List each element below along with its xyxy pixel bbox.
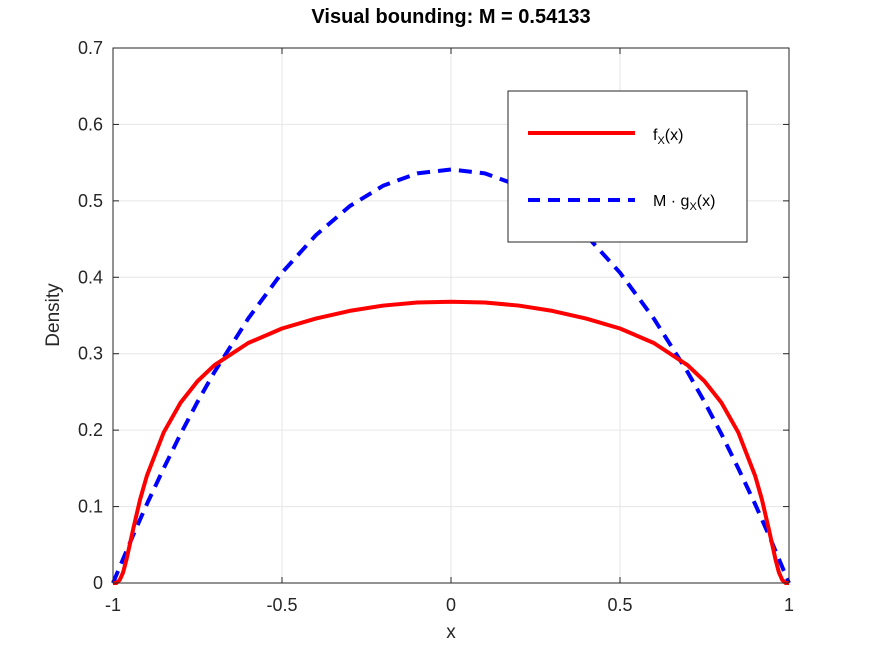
plot-lines (111, 167, 791, 585)
x-axis-label: x (446, 622, 456, 643)
y-tick-label: 0.6 (78, 114, 103, 134)
y-tick-label: 0.1 (78, 497, 103, 517)
legend-label-mg: M · gX(x) (653, 193, 715, 213)
x-tick-label: 1 (784, 595, 794, 615)
y-tick-label: 0.5 (78, 191, 103, 211)
series-line-1 (111, 167, 791, 584)
series-line-0 (112, 299, 790, 585)
y-tick-label: 0.4 (78, 267, 103, 287)
ticks: -1 -0.5 0 0.5 1 0 0.1 0.2 0.3 0.4 0.5 0.6 0.7 (78, 38, 794, 615)
y-tick-label: 0 (93, 573, 103, 593)
x-tick-label: -1 (105, 595, 121, 615)
y-tick-label: 0.7 (78, 38, 103, 58)
y-tick-label: 0.2 (78, 420, 103, 440)
legend: fX(x) M · gX(x) (507, 90, 748, 243)
legend-box (507, 90, 748, 243)
y-tick-label: 0.3 (78, 344, 103, 364)
legend-label-f: fX(x) (653, 127, 683, 147)
y-axis-label: Density (43, 283, 64, 347)
x-tick-label: 0 (446, 595, 456, 615)
x-tick-label: -0.5 (266, 595, 297, 615)
chart-title: Visual bounding: M = 0.54133 (311, 6, 590, 28)
x-tick-label: 0.5 (607, 595, 632, 615)
